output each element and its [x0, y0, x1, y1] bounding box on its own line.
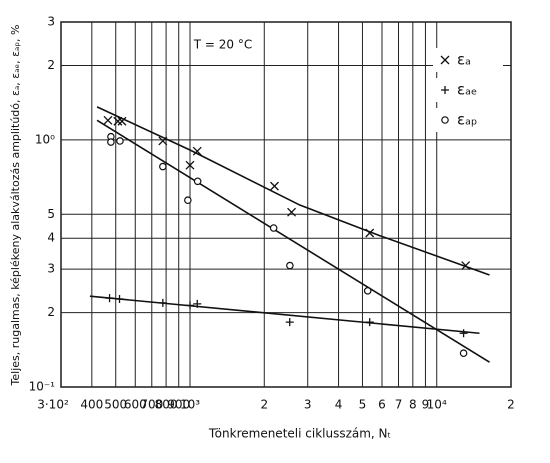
y-axis-label: Teljes, rugalmas, képlékeny alakváltozás…	[9, 25, 22, 387]
x-tick-label: 4	[335, 398, 343, 412]
y-tick-label: 2	[47, 58, 55, 72]
data-point	[461, 261, 471, 271]
x-tick-label: 10³	[180, 398, 200, 412]
data-point	[365, 318, 374, 327]
data-point	[365, 228, 375, 238]
x-tick-label: 700	[140, 398, 163, 412]
data-point	[193, 177, 202, 186]
data-point	[285, 318, 294, 327]
data-point	[192, 146, 202, 156]
x-tick-label: 3	[304, 398, 312, 412]
x-tick-label: 8	[409, 398, 417, 412]
data-point	[159, 162, 167, 171]
data-point	[269, 224, 278, 232]
data-point	[270, 181, 279, 191]
data-point	[116, 137, 124, 145]
y-tick-label: 4	[47, 231, 55, 245]
data-point	[158, 298, 167, 307]
y-tick-label: 10⁻¹	[29, 380, 56, 394]
data-point	[184, 196, 192, 205]
data-point	[115, 295, 124, 304]
data-point	[105, 294, 114, 303]
data-point	[363, 287, 372, 295]
y-tick-label: 2	[47, 305, 55, 319]
data-point	[158, 136, 168, 146]
x-tick-label: 600	[124, 398, 147, 412]
trend-curve	[96, 106, 490, 276]
legend-marker	[441, 116, 449, 124]
data-point	[459, 329, 468, 338]
data-point	[287, 207, 297, 217]
data-point	[193, 299, 202, 308]
x-tick-label: 6	[378, 398, 386, 412]
x-tick-label: 500	[104, 398, 127, 412]
x-tick-label: 7	[395, 398, 403, 412]
x-tick-label: 2	[507, 398, 515, 412]
legend-label: εₐ	[457, 51, 471, 69]
y-tick-label: 5	[47, 207, 55, 221]
x-tick-label: 900	[167, 398, 190, 412]
legend-marker	[440, 55, 450, 65]
x-tick-label: 2	[260, 398, 268, 412]
legend-marker	[441, 86, 449, 94]
x-tick-label: 10⁴	[427, 398, 447, 412]
plot-frame	[60, 21, 512, 388]
x-tick-label: 800	[155, 398, 178, 412]
y-tick-label: 3	[47, 15, 55, 29]
annotation: T = 20 °C	[193, 38, 252, 52]
y-tick-label: 10⁰	[35, 132, 55, 146]
x-tick-label: 5	[359, 398, 367, 412]
data-point	[286, 261, 294, 270]
data-point	[186, 301, 195, 310]
x-tick-label: 9	[422, 398, 430, 412]
legend-label: εₐₑ	[457, 81, 477, 99]
trend-curve	[96, 119, 490, 363]
data-point	[103, 115, 113, 125]
y-tick-label: 3	[47, 262, 55, 276]
data-point	[459, 349, 468, 358]
data-point	[185, 160, 195, 170]
legend-label: εₐₚ	[457, 111, 477, 129]
x-tick-label: 400	[80, 398, 103, 412]
data-point	[117, 116, 127, 126]
x-tick-label: 3·10²	[37, 398, 69, 412]
trend-curve	[89, 295, 480, 335]
annotation-box	[182, 33, 264, 57]
x-axis-label: Tönkremeneteli ciklusszám, Nₜ	[208, 427, 391, 441]
data-point	[113, 116, 123, 126]
data-point	[107, 138, 115, 146]
